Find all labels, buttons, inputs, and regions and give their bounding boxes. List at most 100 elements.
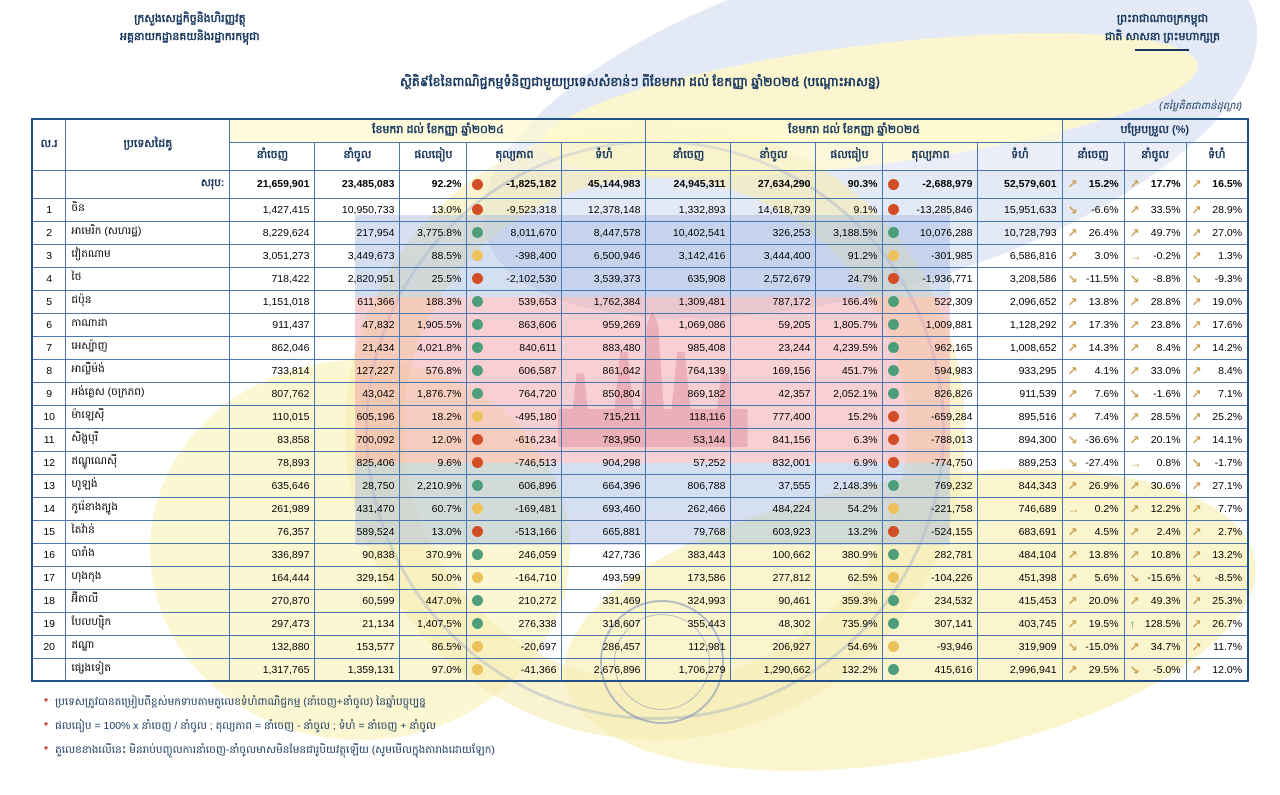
cell-row-number: 20 xyxy=(31,634,67,659)
trend-arrow-icon: ↗ xyxy=(1129,593,1140,608)
status-dot-icon xyxy=(888,365,900,377)
cell-import-2025: 787,172 xyxy=(730,289,817,314)
cell-total-2024: 493,599 xyxy=(561,565,647,590)
cell-export-2024: 862,046 xyxy=(229,335,316,360)
cell-change-import: ↗ 49.3% xyxy=(1123,588,1187,613)
cell-total-2025: 403,745 xyxy=(977,611,1063,636)
cell-import-2024: 3,449,673 xyxy=(314,243,401,268)
trend-arrow-icon: ↗ xyxy=(1067,248,1078,263)
cell-balance-2024: -513,166 xyxy=(466,519,563,544)
trend-arrow-icon: ↗ xyxy=(1129,340,1140,355)
col-header-balance-2025: តុល្យភាព xyxy=(882,141,979,171)
cell-change-total: ↗ 14.2% xyxy=(1185,335,1249,360)
cell-change-import: ↗ 20.1% xyxy=(1123,427,1187,452)
status-dot-icon xyxy=(472,572,484,584)
cell-row-number: 9 xyxy=(31,381,67,406)
table-row: 10 ម៉ាឡេស៊ី 110,015 605,196 18.2% -495,180 715… xyxy=(31,404,1249,429)
status-dot-icon xyxy=(472,526,484,538)
cell-row-number: 7 xyxy=(31,335,67,360)
cell-import-2024: 21,134 xyxy=(314,611,401,636)
status-dot-icon xyxy=(888,178,900,190)
trend-arrow-icon: ↗ xyxy=(1129,202,1140,217)
cell-country-name: អង់គ្លេស (ចក្រភព) xyxy=(65,381,231,406)
trend-arrow-icon: ↘ xyxy=(1067,432,1078,447)
cell-ratio-2025: 6.3% xyxy=(815,427,884,452)
cell-balance-2025: 282,781 xyxy=(882,542,979,567)
col-header-balance-2024: តុល្យភាព xyxy=(466,141,563,171)
trend-arrow-icon: ↗ xyxy=(1191,547,1202,562)
cell-country-name: ឥណ្ឌូណេស៊ី xyxy=(65,450,231,475)
cell-import-2025: 841,156 xyxy=(730,427,817,452)
cell-row-number: 1 xyxy=(31,197,67,222)
cell-change-export: ↗ 5.6% xyxy=(1061,565,1125,590)
trend-arrow-icon: ↗ xyxy=(1067,547,1078,562)
cell-country-name: ហុងកុង xyxy=(65,565,231,590)
trend-arrow-icon: ↗ xyxy=(1191,524,1202,539)
cell-ratio-2024: 1,407.5% xyxy=(399,611,468,636)
cell-export-2025: 79,768 xyxy=(645,519,732,544)
cell-import-2024: 605,196 xyxy=(314,404,401,429)
cell-ratio-2024: 13.0% xyxy=(399,197,468,222)
footnote-text: តួលេខខាងលើនេះ មិនរាប់បញ្ចូលការនាំចេញ-នាំ… xyxy=(55,743,495,756)
letterhead: ក្រសួងសេដ្ឋកិច្ចនិងហិរញ្ញវត្ថុ អគ្គនាយកដ… xyxy=(0,0,1280,52)
ministry-heading: ក្រសួងសេដ្ឋកិច្ចនិងហិរញ្ញវត្ថុ អគ្គនាយកដ… xyxy=(120,10,260,51)
cell-total-2025: 52,579,601 xyxy=(977,169,1063,199)
cell-change-total: ↗ 7.1% xyxy=(1185,381,1249,406)
cell-import-2024: 589,524 xyxy=(314,519,401,544)
cell-balance-2025: -13,285,846 xyxy=(882,197,979,222)
cell-export-2024: 807,762 xyxy=(229,381,316,406)
col-header-ratio-2025: ផលធៀប xyxy=(815,141,884,171)
cell-total-2025: 15,951,633 xyxy=(977,197,1063,222)
status-dot-icon xyxy=(888,503,900,515)
cell-export-2025: 985,408 xyxy=(645,335,732,360)
status-dot-icon xyxy=(888,595,900,607)
cell-ratio-2024: 25.5% xyxy=(399,266,468,291)
trend-arrow-icon: ↗ xyxy=(1191,363,1202,378)
cell-ratio-2024: 2,210.9% xyxy=(399,473,468,498)
trend-arrow-icon: ↗ xyxy=(1067,177,1078,192)
cell-change-export: ↗ 13.8% xyxy=(1061,289,1125,314)
cell-ratio-2024: 13.0% xyxy=(399,519,468,544)
cell-export-2025: 112,981 xyxy=(645,634,732,659)
cell-balance-2024: -41,366 xyxy=(466,657,563,682)
trend-arrow-icon: ↗ xyxy=(1067,570,1078,585)
cell-change-total: ↗ 25.3% xyxy=(1185,588,1249,613)
cell-export-2025: 1,309,481 xyxy=(645,289,732,314)
trend-arrow-icon: ↘ xyxy=(1129,662,1140,677)
trend-arrow-icon: ↘ xyxy=(1191,271,1202,286)
cell-change-export: ↗ 4.1% xyxy=(1061,358,1125,383)
trend-arrow-icon: ↗ xyxy=(1129,363,1140,378)
cell-ratio-2024: 97.0% xyxy=(399,657,468,682)
cell-ratio-2024: 447.0% xyxy=(399,588,468,613)
status-dot-icon xyxy=(888,641,900,653)
cell-total-2024: 693,460 xyxy=(561,496,647,521)
cell-export-2024: 83,858 xyxy=(229,427,316,452)
table-row: 11 សិង្ហបុរី 83,858 700,092 12.0% -616,234 783… xyxy=(31,427,1249,452)
trend-arrow-icon: ↗ xyxy=(1191,340,1202,355)
cell-total-2025: 683,691 xyxy=(977,519,1063,544)
cell-total-2024: 331,469 xyxy=(561,588,647,613)
cell-import-2025: 1,290,662 xyxy=(730,657,817,682)
trend-arrow-icon: ↗ xyxy=(1191,177,1202,192)
trend-arrow-icon: ↘ xyxy=(1067,271,1078,286)
status-dot-icon xyxy=(472,503,484,515)
cell-ratio-2024: 50.0% xyxy=(399,565,468,590)
cell-export-2025: 1,332,893 xyxy=(645,197,732,222)
trend-arrow-icon: ↗ xyxy=(1067,662,1078,677)
cell-export-2025: 869,182 xyxy=(645,381,732,406)
cell-total-2025: 10,728,793 xyxy=(977,220,1063,245)
cell-ratio-2025: 91.2% xyxy=(815,243,884,268)
cell-import-2024: 10,950,733 xyxy=(314,197,401,222)
cell-change-total: ↗ 19.0% xyxy=(1185,289,1249,314)
cell-row-number: 17 xyxy=(31,565,67,590)
unit-note: (តម្លៃគិតជាពាន់ដុល្លារ) xyxy=(1159,101,1242,113)
trend-arrow-icon: ↗ xyxy=(1191,225,1202,240)
cell-import-2024: 21,434 xyxy=(314,335,401,360)
cell-country-name: វៀតណាម xyxy=(65,243,231,268)
cell-ratio-2025: 359.3% xyxy=(815,588,884,613)
cell-ratio-2025: 380.9% xyxy=(815,542,884,567)
cell-change-export: ↘ -15.0% xyxy=(1061,634,1125,659)
cell-country-name: ហូឡង់ xyxy=(65,473,231,498)
cell-import-2025: 603,923 xyxy=(730,519,817,544)
cell-total-2025: 1,128,292 xyxy=(977,312,1063,337)
